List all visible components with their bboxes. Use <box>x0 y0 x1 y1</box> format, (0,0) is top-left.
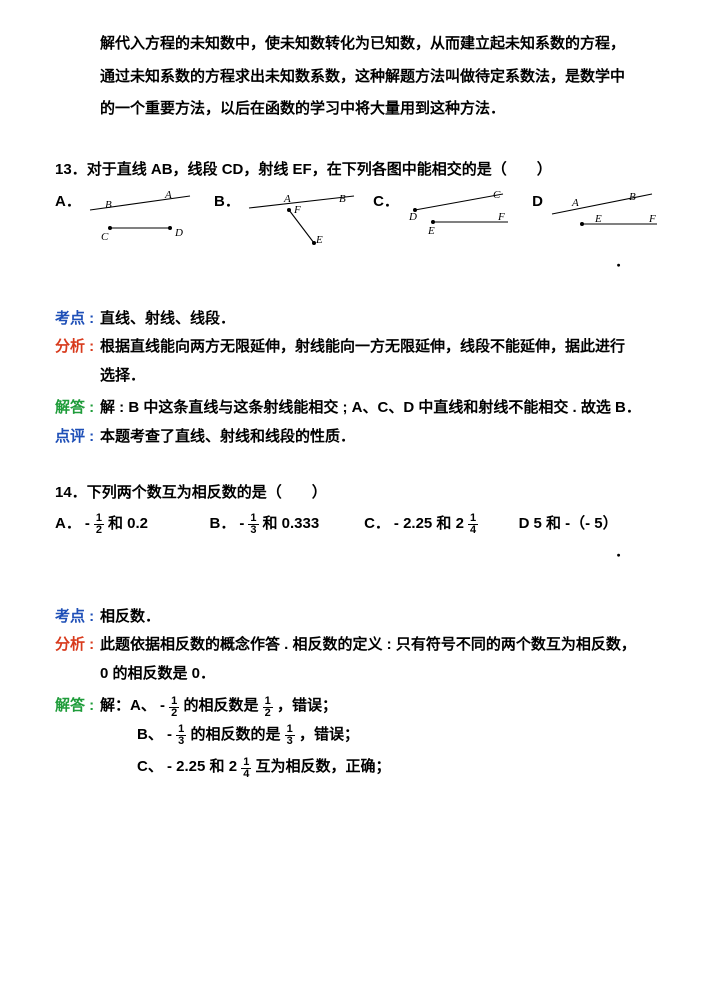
option-letter: C． <box>373 188 399 217</box>
q14-option-b: B． - 13 和 0.333 <box>210 510 365 539</box>
svg-text:F: F <box>497 211 505 223</box>
option-letter: D <box>519 510 530 539</box>
q14-jd-3: C、 - 2.25 和 2 14 互为相反数，正确； <box>55 753 667 782</box>
opt-a-pre: - <box>85 510 90 539</box>
diagram-b-icon: A B F E <box>244 188 364 248</box>
svg-text:B: B <box>629 191 636 203</box>
q14-option-a: A． - 12 和 0.2 <box>55 510 210 539</box>
jd-label: 解答 : <box>55 692 100 721</box>
svg-text:F: F <box>648 213 656 225</box>
diagram-a-icon: B A C D <box>85 188 205 248</box>
svg-text:A: A <box>283 193 291 205</box>
intro-line-2: 通过未知系数的方程求出未知数系数，这种解题方法叫做待定系数法，是数学中 <box>55 63 667 92</box>
q13-dp: 点评 : 本题考查了直线、射线和线段的性质． <box>55 423 667 452</box>
q13-options: A． B A C D B． A B F E C． D C <box>55 188 667 248</box>
svg-text:C: C <box>101 231 109 243</box>
q14-text: 下列两个数互为相反数的是（ ） <box>87 484 327 501</box>
option-letter: C． <box>364 510 390 539</box>
q14-kd: 考点 : 相反数． <box>55 603 667 632</box>
q13-text: 对于直线 AB，线段 CD，射线 EF，在下列各图中能相交的是（ ） <box>87 161 552 178</box>
dp-label: 点评 : <box>55 423 100 452</box>
svg-text:B: B <box>339 193 346 205</box>
jd-line1: 解：A、 - 12 的相反数是 12 ，错误； <box>100 692 667 721</box>
jd-label: 解答 : <box>55 394 100 423</box>
svg-text:B: B <box>105 199 112 211</box>
q13-kd: 考点 : 直线、射线、线段． <box>55 305 667 334</box>
q13-fx-2: 选择． <box>55 362 667 391</box>
q14-option-d: D 5 和 -（- 5） <box>519 510 667 539</box>
diagram-c-icon: D C E F <box>403 188 523 248</box>
fraction: 12 <box>263 696 273 719</box>
svg-text:E: E <box>594 213 602 225</box>
opt-b-pre: - <box>239 510 244 539</box>
q13-jd: 解答 : 解 : B 中这条直线与这条射线能相交 ; A、C、D 中直线和射线不… <box>55 394 667 423</box>
svg-text:A: A <box>164 189 172 201</box>
q14-number: 14． <box>55 484 87 501</box>
svg-text:D: D <box>408 211 417 223</box>
opt-c-text: - 2.25 和 2 <box>394 510 464 539</box>
option-letter: A． <box>55 510 81 539</box>
q13-option-a: A． B A C D <box>55 188 205 248</box>
fraction: 14 <box>241 757 251 780</box>
jd-text: 解 : B 中这条直线与这条射线能相交 ; A、C、D 中直线和射线不能相交 .… <box>100 394 667 423</box>
q14-jd-2: B、 - 13 的相反数的是 13 ，错误； <box>55 721 667 750</box>
q14-options: A． - 12 和 0.2 B． - 13 和 0.333 C． - 2.25 … <box>55 510 667 539</box>
q13-option-d: D A B E F <box>532 188 667 248</box>
fx-text: 此题依据相反数的概念作答 . 相反数的定义 : 只有符号不同的两个数互为相反数， <box>100 631 667 660</box>
fraction: 12 <box>169 696 179 719</box>
svg-text:A: A <box>571 197 579 209</box>
intro-line-3: 的一个重要方法，以后在函数的学习中将大量用到这种方法． <box>55 95 667 124</box>
q14-jd-1: 解答 : 解：A、 - 12 的相反数是 12 ，错误； <box>55 692 667 721</box>
q14-option-c: C． - 2.25 和 2 14 <box>364 510 519 539</box>
q14-fx-2: 0 的相反数是 0． <box>55 660 667 689</box>
fx-label: 分析 : <box>55 333 100 362</box>
fx-label: 分析 : <box>55 631 100 660</box>
fraction: 13 <box>248 513 258 536</box>
fraction: 13 <box>176 724 186 747</box>
q13-option-b: B． A B F E <box>214 188 364 248</box>
q14-stem: 14．下列两个数互为相反数的是（ ） <box>55 479 667 508</box>
kd-text: 直线、射线、线段． <box>100 305 667 334</box>
q14-option-d-dot: ． <box>55 538 667 567</box>
intro-line-1: 解代入方程的未知数中，使未知数转化为已知数，从而建立起未知系数的方程， <box>55 30 667 59</box>
option-letter: B． <box>210 510 236 539</box>
svg-text:D: D <box>174 227 183 239</box>
page-root: 解代入方程的未知数中，使未知数转化为已知数，从而建立起未知系数的方程， 通过未知… <box>0 0 707 826</box>
q13-number: 13． <box>55 161 87 178</box>
kd-text: 相反数． <box>100 603 667 632</box>
option-letter: B． <box>214 188 240 217</box>
opt-a-post: 和 0.2 <box>108 510 148 539</box>
q13-stem: 13．对于直线 AB，线段 CD，射线 EF，在下列各图中能相交的是（ ） <box>55 156 667 185</box>
option-letter: A． <box>55 188 81 217</box>
q13-option-c: C． D C E F <box>373 188 523 248</box>
fraction: 12 <box>94 513 104 536</box>
fraction: 13 <box>285 724 295 747</box>
option-letter: D <box>532 188 543 217</box>
svg-text:E: E <box>427 225 435 237</box>
kd-label: 考点 : <box>55 305 100 334</box>
svg-text:F: F <box>293 204 301 216</box>
opt-b-post: 和 0.333 <box>263 510 320 539</box>
q13-fx: 分析 : 根据直线能向两方无限延伸，射线能向一方无限延伸，线段不能延伸，据此进行 <box>55 333 667 362</box>
dp-text: 本题考查了直线、射线和线段的性质． <box>100 423 667 452</box>
fraction: 14 <box>468 513 478 536</box>
q14-fx: 分析 : 此题依据相反数的概念作答 . 相反数的定义 : 只有符号不同的两个数互… <box>55 631 667 660</box>
svg-text:C: C <box>493 189 501 201</box>
q13-option-d-dot: ． <box>55 248 667 277</box>
kd-label: 考点 : <box>55 603 100 632</box>
fx-text: 根据直线能向两方无限延伸，射线能向一方无限延伸，线段不能延伸，据此进行 <box>100 333 667 362</box>
diagram-d-icon: A B E F <box>547 188 667 248</box>
opt-d-text: 5 和 -（- 5） <box>533 510 617 539</box>
svg-text:E: E <box>315 234 323 246</box>
